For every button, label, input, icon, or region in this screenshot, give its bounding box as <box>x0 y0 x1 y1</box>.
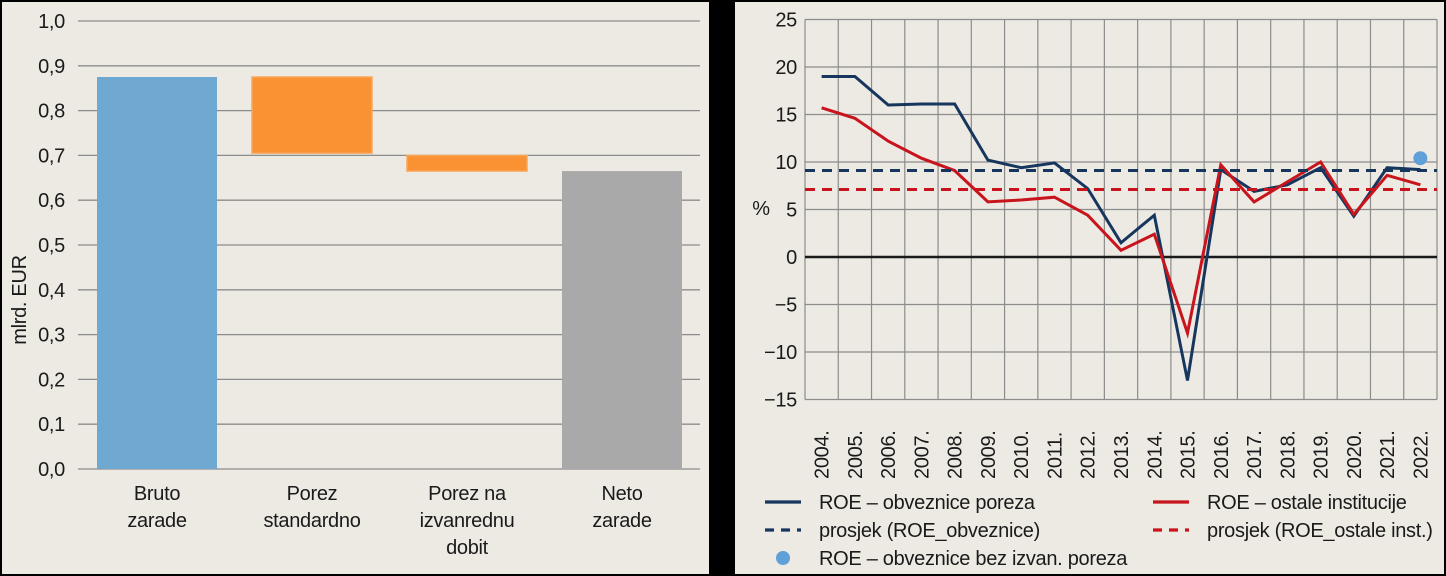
y-tick-label: −10 <box>764 342 797 364</box>
y-tick-label: 0,1 <box>38 414 65 436</box>
x-tick-label: 2007. <box>911 430 933 479</box>
y-tick-labels: 0,0 0,1 0,2 0,3 0,4 0,5 0,6 0,7 0,8 0,9 1,0 <box>38 11 65 481</box>
y-tick-label: 0,7 <box>38 145 65 167</box>
x-tick-label: 2014. <box>1144 430 1166 479</box>
category-label-bruto-zarade: Bruto <box>134 483 180 505</box>
y-tick-label: 0,5 <box>38 235 65 257</box>
waterfall-chart-panel: 0,0 0,1 0,2 0,3 0,4 0,5 0,6 0,7 0,8 0,9 1,0 mlrd. E… <box>2 2 709 574</box>
x-tick-label: 2010. <box>1011 430 1033 479</box>
legend-dot-swatch <box>776 551 790 565</box>
legend-label: prosjek (ROE_obveznice) <box>819 520 1040 542</box>
bar-porez-na-izvanrednu-dobit <box>406 154 528 172</box>
y-gridlines <box>805 18 1437 401</box>
legend-item-roe-obveznice-poreza: ROE – obveznice poreza <box>765 492 1036 514</box>
legend-label: ROE – ostale institucije <box>1207 492 1407 514</box>
y-tick-label: −5 <box>775 295 797 317</box>
bar-porez-standardno <box>251 76 373 154</box>
x-tick-label: 2017. <box>1244 430 1266 479</box>
bar-neto-zarade <box>562 171 682 469</box>
bars-group <box>97 76 682 469</box>
y-axis-title: % <box>752 198 770 220</box>
legend-label: prosjek (ROE_ostale inst.) <box>1207 520 1433 542</box>
x-category-labels: Bruto zarade Porez standardno Porez na izvanr… <box>127 483 652 559</box>
x-tick-label: 2018. <box>1277 430 1299 479</box>
y-tick-label: 0,6 <box>38 190 65 212</box>
y-tick-label: 0 <box>786 247 797 269</box>
line-chart-panel: 25 20 15 10 5 0 −5 −10 −15% 2004. 2005. 2006. 2007. 2… <box>735 2 1444 574</box>
y-tick-labels: 25 20 15 10 5 0 −5 −10 −15 <box>764 10 798 412</box>
x-tick-label: 2009. <box>978 430 1000 479</box>
y-tick-label: 0,9 <box>38 56 65 78</box>
y-tick-label: −15 <box>764 390 797 412</box>
y-tick-label: 25 <box>775 10 797 32</box>
legend-item-roe-obveznice-bez-izvan-poreza: ROE – obveznice bez izvan. poreza <box>776 548 1129 570</box>
y-tick-label: 20 <box>775 57 797 79</box>
category-label-porez-na-izvanrednu-dobit: Porez na <box>428 483 507 505</box>
x-tick-label: 2015. <box>1178 430 1200 479</box>
category-label-porez-na-izvanrednu-dobit: izvanrednu <box>420 510 515 532</box>
x-tick-label: 2013. <box>1111 430 1133 479</box>
x-tick-labels: 2004. 2005. 2006. 2007. 2008. 2009. 2010. 2011.… <box>812 430 1433 479</box>
x-tick-label: 2016. <box>1211 430 1233 479</box>
y-axis-title: mlrd. EUR <box>9 255 31 345</box>
panel-divider <box>709 0 735 576</box>
category-label-neto-zarade: Neto <box>601 483 642 505</box>
y-tick-label: 0,3 <box>38 325 65 347</box>
legend-item-roe-ostale-institucije: ROE – ostale institucije <box>1153 492 1407 514</box>
y-tick-label: 15 <box>775 105 797 127</box>
x-tick-label: 2019. <box>1311 430 1333 479</box>
series-roe-ostale-institucije <box>821 106 1421 339</box>
category-label-neto-zarade: zarade <box>592 510 652 532</box>
legend-label: ROE – obveznice bez izvan. poreza <box>819 548 1128 570</box>
legend-item-prosjek-roe-obveznice: prosjek (ROE_obveznice) <box>765 520 1040 542</box>
y-tick-label: 0,8 <box>38 101 65 123</box>
marker-roe-obveznice-bez-izvan-poreza <box>1413 151 1428 166</box>
x-tick-label: 2011. <box>1044 432 1066 479</box>
legend-label: ROE – obveznice poreza <box>819 492 1036 514</box>
y-tick-label: 10 <box>775 152 797 174</box>
y-tick-label: 0,0 <box>38 459 65 481</box>
category-label-porez-standardno: Porez <box>287 483 338 505</box>
x-tick-label: 2021. <box>1377 430 1399 479</box>
waterfall-chart: 0,0 0,1 0,2 0,3 0,4 0,5 0,6 0,7 0,8 0,9 1,0 mlrd. E… <box>9 11 700 559</box>
y-tick-label: 0,4 <box>38 280 65 302</box>
series-group <box>805 75 1437 381</box>
category-label-porez-standardno: standardno <box>263 510 360 532</box>
x-tick-label: 2012. <box>1078 430 1100 479</box>
legend-item-prosjek-roe-ostale-inst: prosjek (ROE_ostale inst.) <box>1153 520 1433 542</box>
x-tick-label: 2004. <box>812 430 834 479</box>
category-label-porez-na-izvanrednu-dobit: dobit <box>446 537 489 559</box>
category-label-bruto-zarade: zarade <box>127 510 187 532</box>
y-tick-label: 5 <box>786 200 797 222</box>
x-tick-label: 2022. <box>1410 430 1432 479</box>
y-tick-label: 0,2 <box>38 369 65 391</box>
x-tick-label: 2006. <box>878 430 900 479</box>
x-tick-label: 2005. <box>845 430 867 479</box>
x-tick-label: 2008. <box>945 430 967 479</box>
legend: ROE – obveznice poreza prosjek (ROE_obvez… <box>765 492 1433 570</box>
y-tick-label: 1,0 <box>38 11 65 33</box>
series-roe-obveznice-poreza <box>821 75 1421 381</box>
x-tick-label: 2020. <box>1344 430 1366 479</box>
bar-bruto-zarade <box>97 77 217 469</box>
